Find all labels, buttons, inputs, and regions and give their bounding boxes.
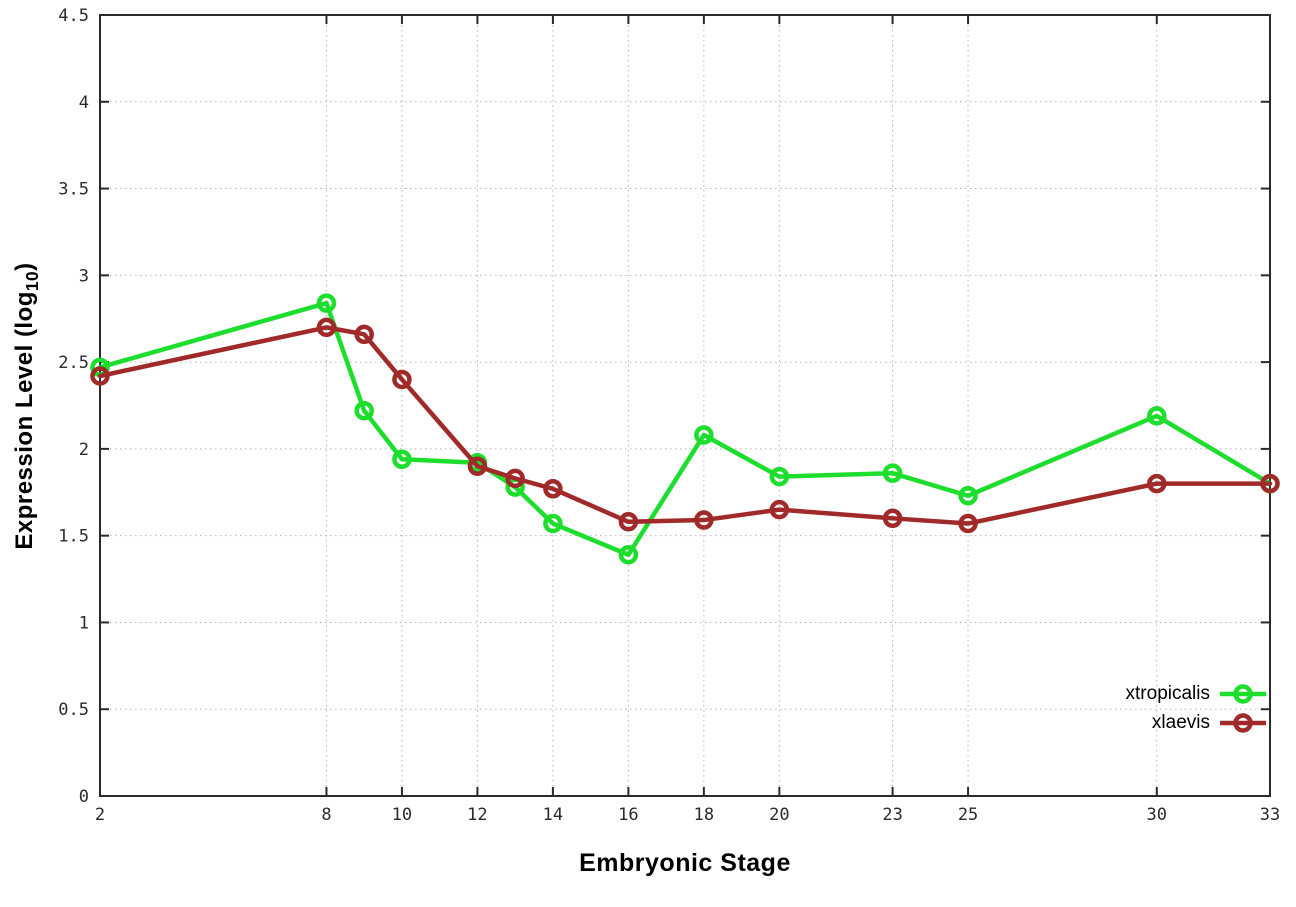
x-tick-label: 8 [321, 805, 331, 825]
data-point-xlaevis-33 [1260, 473, 1280, 494]
y-tick-label: 4.5 [58, 6, 89, 26]
x-tick-label: 18 [694, 805, 714, 825]
legend-item-xlaevis: xlaevis [1152, 710, 1266, 736]
data-point-xlaevis-16 [618, 512, 639, 532]
data-point-xtropicalis-25 [958, 485, 978, 506]
data-point-xlaevis-25 [958, 513, 978, 534]
data-point-xtropicalis-8 [316, 293, 337, 313]
series-line-xlaevis [97, 325, 1273, 526]
data-point-xtropicalis-10 [392, 449, 412, 470]
data-point-xlaevis-14 [543, 479, 563, 499]
x-tick-label: 14 [543, 805, 563, 825]
data-point-xtropicalis-9 [354, 400, 374, 421]
data-point-xtropicalis-14 [543, 513, 563, 534]
y-tick-label: 1 [79, 613, 89, 633]
y-tick-label: 3 [79, 266, 89, 286]
data-point-xtropicalis-16 [618, 545, 639, 565]
legend-item-xtropicalis: xtropicalis [1126, 681, 1266, 707]
x-tick-label: 16 [618, 805, 638, 825]
y-axis-title-subscript: 10 [21, 270, 42, 292]
x-tick-label: 2 [95, 805, 105, 825]
y-tick-label: 1.5 [58, 527, 89, 547]
y-tick-label: 0 [79, 787, 89, 807]
y-tick-label: 2.5 [58, 353, 89, 373]
data-point-xtropicalis-18 [694, 425, 714, 445]
y-axis-title-close: ) [11, 262, 39, 271]
x-axis-title: Embryonic Stage [579, 849, 791, 877]
legend-label-xlaevis: xlaevis [1151, 712, 1210, 733]
legend-label-xtropicalis: xtropicalis [1125, 683, 1210, 704]
y-axis-title-main: Expression Level (log [11, 291, 39, 550]
data-point-xlaevis-18 [694, 510, 714, 530]
data-point-xlaevis-9 [354, 324, 374, 345]
y-tick-label: 3.5 [58, 180, 89, 200]
series-line-xtropicalis [97, 300, 1273, 558]
data-point-xlaevis-13 [505, 468, 525, 489]
plot-border [99, 14, 1271, 797]
x-tick-label: 30 [1147, 805, 1167, 825]
y-tick-label: 4 [79, 93, 89, 113]
legend-sample-line-icon [1220, 713, 1266, 733]
x-tick-label: 10 [392, 805, 412, 825]
data-point-xtropicalis-30 [1147, 406, 1167, 426]
data-point-xlaevis-2 [90, 366, 110, 386]
legend-sample-line-icon [1220, 684, 1266, 704]
data-point-xlaevis-12 [467, 456, 488, 476]
data-point-xlaevis-23 [882, 508, 903, 529]
x-tick-label: 33 [1260, 805, 1280, 825]
y-axis-title: Expression Level (log10) [11, 262, 43, 549]
data-point-xlaevis-30 [1147, 473, 1167, 494]
y-tick-label: 0.5 [58, 700, 89, 720]
x-tick-label: 12 [467, 805, 487, 825]
y-tick-label: 2 [79, 440, 89, 460]
x-tick-label: 20 [769, 805, 789, 825]
legend: xtropicalis xlaevis [1126, 681, 1266, 736]
x-tick-label: 23 [882, 805, 902, 825]
data-point-xlaevis-8 [316, 317, 337, 338]
x-tick-label: 25 [958, 805, 978, 825]
data-point-xlaevis-10 [392, 369, 412, 390]
data-point-xtropicalis-23 [882, 463, 903, 483]
data-point-xlaevis-20 [769, 499, 790, 520]
data-point-xtropicalis-20 [769, 466, 790, 487]
